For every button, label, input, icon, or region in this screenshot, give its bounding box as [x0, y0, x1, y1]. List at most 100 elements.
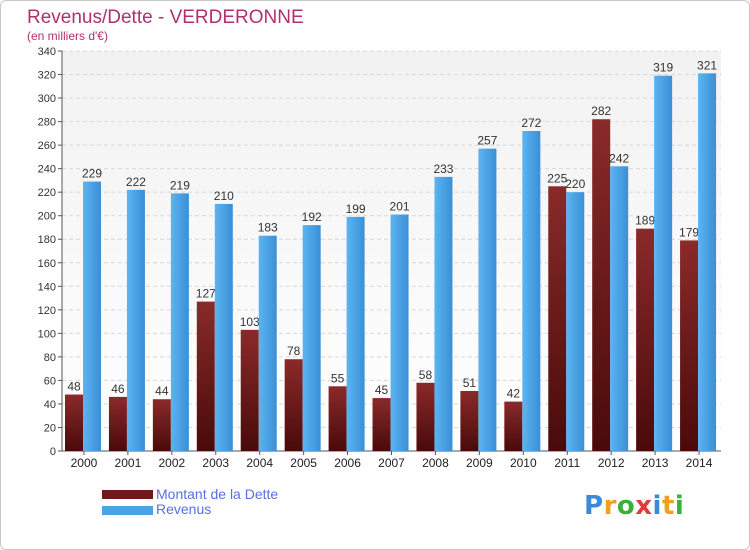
chart-title: Revenus/Dette - VERDERONNE — [27, 7, 304, 28]
bar-dette-2006 — [328, 386, 347, 451]
label-dette-2008: 58 — [419, 368, 433, 382]
y-tick-label: 240 — [38, 164, 56, 176]
x-tick-label: 2014 — [686, 456, 713, 470]
x-tick-label: 2004 — [246, 456, 273, 470]
label-dette-2012: 282 — [591, 104, 611, 118]
bar-dette-2002 — [152, 399, 171, 451]
y-tick-label: 20 — [44, 422, 56, 434]
label-revenus-2001: 222 — [126, 175, 146, 189]
bar-dette-2003 — [196, 301, 215, 451]
bar-revenus-2011 — [566, 192, 585, 452]
label-dette-2005: 78 — [287, 344, 301, 358]
label-revenus-2014: 321 — [697, 58, 717, 72]
bar-revenus-2004 — [258, 235, 277, 451]
x-tick-label: 2011 — [554, 456, 580, 470]
bar-revenus-2013 — [654, 75, 673, 452]
label-revenus-2011: 220 — [565, 177, 585, 191]
y-tick-label: 180 — [38, 234, 56, 246]
x-tick-label: 2001 — [115, 456, 142, 470]
bar-dette-2013 — [636, 228, 655, 451]
proxiti-logo: Proxiti — [584, 491, 684, 521]
legend-swatch-dette — [102, 490, 153, 499]
bar-dette-2010 — [504, 401, 523, 451]
logo-letter: r — [603, 491, 617, 521]
bar-dette-2009 — [460, 391, 479, 451]
legend-swatch-revenus — [102, 506, 153, 515]
x-tick-label: 2007 — [378, 456, 405, 470]
label-revenus-2003: 210 — [214, 189, 234, 203]
x-tick-label: 2009 — [466, 456, 493, 470]
label-dette-2010: 42 — [507, 387, 521, 401]
y-tick-label: 220 — [38, 187, 56, 199]
bar-revenus-2001 — [126, 189, 145, 451]
legend-label-dette: Montant de la Dette — [156, 486, 279, 502]
bar-dette-2012 — [592, 119, 611, 451]
y-tick-label: 100 — [38, 328, 56, 340]
y-tick-label: 120 — [38, 305, 56, 317]
logo-letter: t — [661, 491, 675, 521]
label-dette-2003: 127 — [196, 287, 216, 301]
y-tick-label: 140 — [38, 281, 56, 293]
label-revenus-2000: 229 — [82, 167, 102, 181]
label-revenus-2012: 242 — [609, 151, 629, 165]
x-tick-label: 2012 — [598, 456, 625, 470]
bar-dette-2004 — [240, 329, 259, 451]
y-tick-label: 60 — [44, 375, 56, 387]
label-dette-2001: 46 — [111, 382, 125, 396]
bar-dette-2007 — [372, 398, 391, 451]
y-tick-label: 280 — [38, 117, 56, 129]
label-revenus-2005: 192 — [302, 210, 322, 224]
y-tick-label: 160 — [38, 258, 56, 270]
label-dette-2009: 51 — [463, 376, 477, 390]
logo-letter: x — [635, 491, 653, 521]
x-tick-label: 2010 — [510, 456, 537, 470]
logo-letter: i — [674, 491, 685, 521]
bar-revenus-2009 — [478, 148, 497, 451]
bar-dette-2011 — [548, 186, 567, 451]
label-dette-2006: 55 — [331, 371, 345, 385]
y-tick-label: 300 — [38, 93, 56, 105]
label-revenus-2010: 272 — [521, 116, 541, 130]
bar-revenus-2012 — [610, 166, 629, 451]
y-tick-label: 320 — [38, 70, 56, 82]
label-dette-2014: 179 — [679, 225, 699, 239]
logo-letter: P — [584, 491, 604, 521]
x-tick-label: 2002 — [158, 456, 185, 470]
bar-revenus-2010 — [522, 131, 541, 451]
y-tick-label: 40 — [44, 399, 56, 411]
logo-letter: i — [652, 491, 662, 521]
label-dette-2004: 103 — [240, 315, 260, 329]
x-tick-label: 2013 — [642, 456, 669, 470]
label-dette-2013: 189 — [635, 214, 655, 228]
bar-dette-2014 — [680, 240, 699, 451]
label-revenus-2008: 233 — [433, 162, 453, 176]
label-dette-2011: 225 — [547, 171, 567, 185]
chart-subtitle: (en milliers d'€) — [27, 29, 108, 43]
y-tick-label: 80 — [44, 352, 56, 364]
bar-revenus-2006 — [346, 216, 365, 451]
y-tick-label: 260 — [38, 140, 56, 152]
x-tick-label: 2008 — [422, 456, 449, 470]
bar-revenus-2003 — [214, 203, 233, 451]
bar-dette-2001 — [108, 396, 127, 451]
y-tick-label: 0 — [50, 446, 56, 458]
legend-label-revenus: Revenus — [156, 501, 212, 517]
bar-revenus-2000 — [83, 181, 101, 451]
label-revenus-2006: 199 — [346, 202, 366, 216]
label-revenus-2009: 257 — [477, 134, 497, 148]
bar-revenus-2007 — [390, 214, 409, 451]
label-revenus-2013: 319 — [653, 61, 673, 75]
label-revenus-2002: 219 — [170, 178, 190, 192]
bar-revenus-2005 — [302, 225, 321, 451]
bar-revenus-2014 — [698, 73, 717, 452]
bar-revenus-2008 — [434, 176, 453, 451]
label-dette-2000: 48 — [67, 380, 81, 394]
x-tick-label: 2005 — [290, 456, 317, 470]
bar-revenus-2002 — [170, 193, 189, 451]
label-revenus-2004: 183 — [258, 221, 278, 235]
label-dette-2007: 45 — [375, 383, 389, 397]
bar-dette-2000 — [65, 394, 83, 451]
y-tick-label: 200 — [38, 211, 56, 223]
